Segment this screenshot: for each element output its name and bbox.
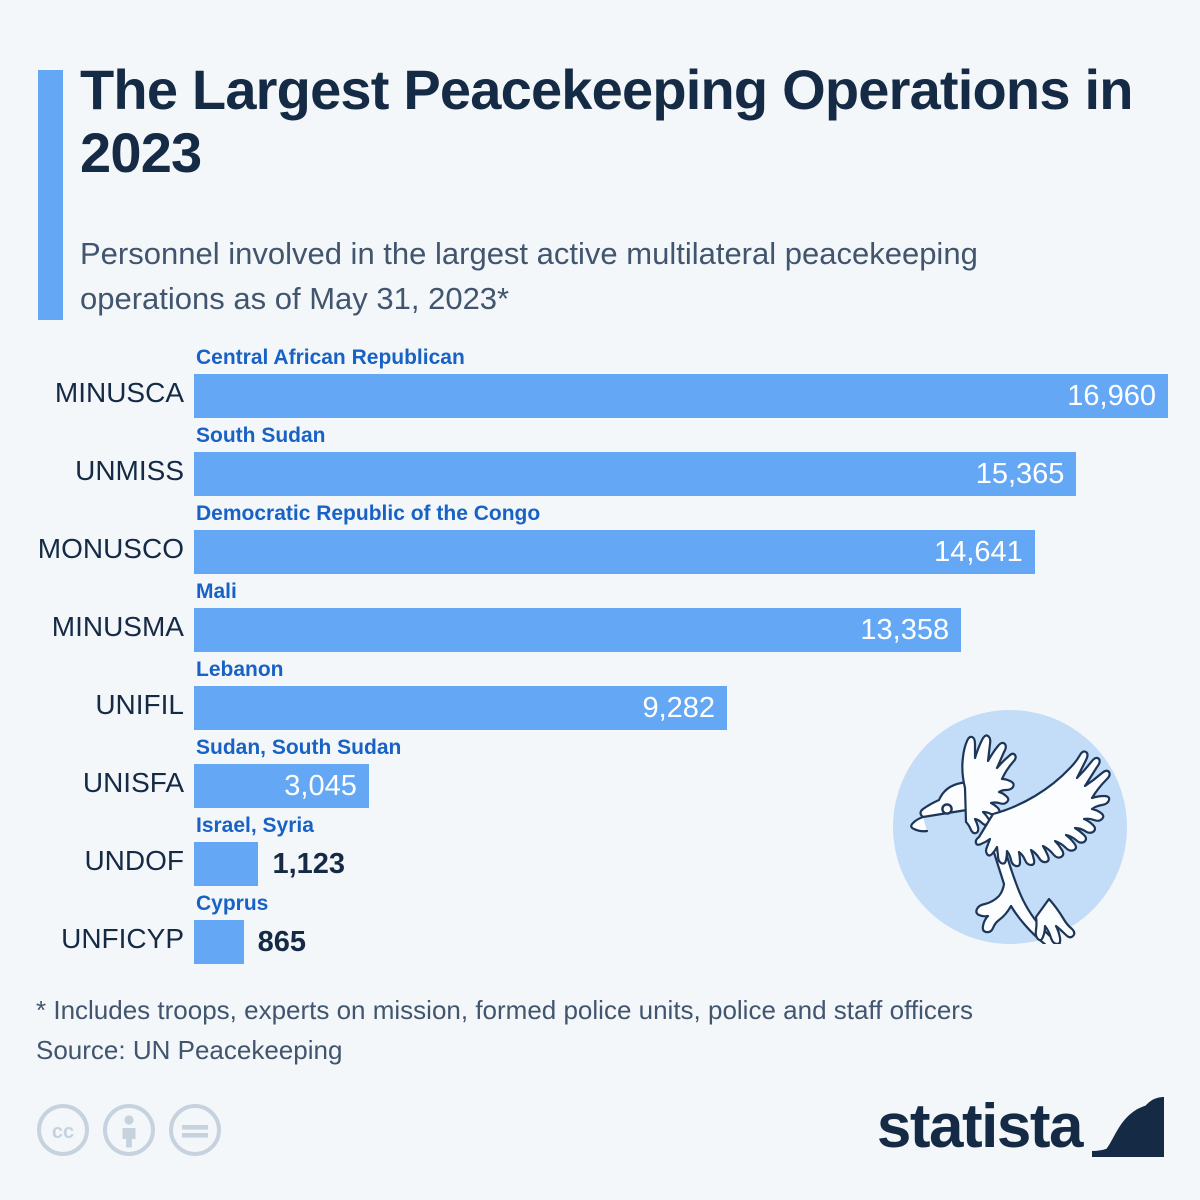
country-label: Lebanon (196, 658, 284, 681)
chart-row: Cyprus UNFICYP 865 (0, 890, 1200, 968)
source-text: Source: UN Peacekeeping (36, 1035, 343, 1066)
svg-text:cc: cc (52, 1121, 74, 1143)
mission-label: MINUSCA (54, 377, 184, 408)
statista-logo[interactable]: statista (877, 1096, 1164, 1158)
chart-row: Lebanon UNIFIL 9,282 (0, 656, 1200, 734)
dove-illustration (893, 710, 1127, 955)
header: The Largest Peacekeeping Operations in 2… (0, 0, 1200, 340)
accent-bar (38, 70, 63, 320)
chart-row: Democratic Republic of the Congo MONUSCO 1… (0, 500, 1200, 578)
page-subtitle: Personnel involved in the largest active… (80, 236, 978, 316)
dove-eye (941, 803, 953, 815)
bar: 16,960 (194, 374, 1168, 418)
bar-value-label: 865 (257, 926, 307, 958)
chart-row: Sudan, South Sudan UNISFA 3,045 (0, 734, 1200, 812)
bar-value-label: 1,123 (272, 848, 346, 880)
mission-label: UNDOF (84, 845, 184, 876)
bar-value-label: 15,365 (975, 458, 1065, 490)
page-title: The Largest Peacekeeping Operations in 2… (80, 58, 1133, 185)
bar-value-label: 14,641 (934, 536, 1023, 568)
statista-wordmark: statista (876, 1092, 1084, 1161)
country-label: South Sudan (196, 424, 326, 447)
country-label: Mali (196, 580, 237, 603)
mission-label: UNFICYP (61, 923, 184, 954)
bar: 15,365 (194, 452, 1077, 496)
mission-label: UNMISS (75, 455, 184, 486)
mission-label: MONUSCO (37, 533, 184, 564)
country-label: Democratic Republic of the Congo (196, 502, 541, 525)
bar (194, 920, 244, 964)
bar-chart: Central African Republican MINUSCA 16,960 S… (0, 344, 1200, 974)
chart-row: Mali MINUSMA 13,358 (0, 578, 1200, 656)
country-label: Sudan, South Sudan (196, 736, 402, 759)
chart-row: South Sudan UNMISS 15,365 (0, 422, 1200, 500)
statista-mark-icon (1092, 1097, 1164, 1157)
bar-value-label: 9,282 (642, 692, 716, 724)
chart-row: Central African Republican MINUSCA 16,960 (0, 344, 1200, 422)
country-label: Central African Republican (196, 346, 465, 369)
cc-by-icon[interactable] (102, 1103, 156, 1157)
country-label: Israel, Syria (196, 814, 314, 837)
creative-commons-icons: cc (36, 1103, 222, 1157)
cc-nd-icon[interactable] (168, 1103, 222, 1157)
footnote-block: * Includes troops, experts on mission, f… (36, 990, 1176, 1071)
bar-value-label: 13,358 (860, 614, 950, 646)
mission-label: MINUSMA (51, 611, 184, 642)
dove-body-group (910, 734, 1111, 955)
footnote-text: * Includes troops, experts on mission, f… (36, 995, 973, 1025)
mission-label: UNISFA (82, 767, 184, 798)
bar-value-label: 16,960 (1067, 380, 1156, 412)
cc-icon[interactable]: cc (36, 1103, 90, 1157)
bar: 3,045 (194, 764, 369, 808)
country-label: Cyprus (196, 892, 269, 915)
bar: 14,641 (194, 530, 1035, 574)
chart-row: Israel, Syria UNDOF 1,123 (0, 812, 1200, 890)
dove-svg (893, 710, 1127, 955)
bar-value-label: 3,045 (284, 770, 357, 802)
bar: 9,282 (194, 686, 728, 730)
bar (194, 842, 259, 886)
bar: 13,358 (194, 608, 962, 652)
mission-label: UNIFIL (95, 689, 184, 720)
